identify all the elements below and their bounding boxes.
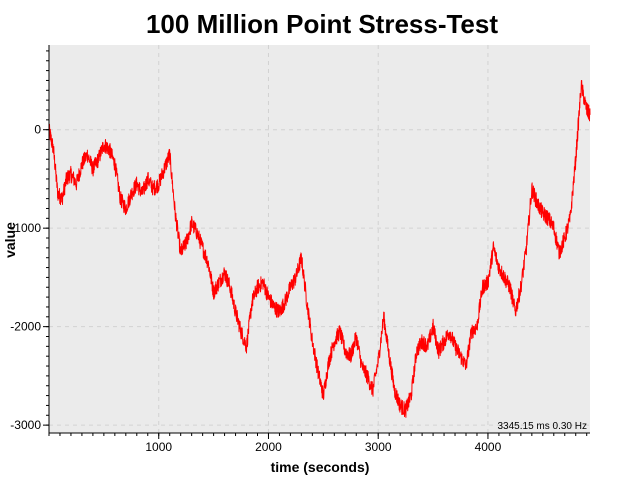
- chart-title: 100 Million Point Stress-Test: [146, 9, 498, 39]
- x-axis-label: time (seconds): [271, 459, 370, 475]
- x-tick-label: 2000: [255, 440, 282, 454]
- timing-annotation: 3345.15 ms 0.30 Hz: [498, 421, 588, 432]
- series-group: [48, 80, 591, 418]
- series-line: [48, 80, 591, 418]
- grid: [49, 45, 590, 433]
- plot-area: [49, 45, 590, 433]
- x-tick-label: 1000: [145, 440, 172, 454]
- y-tick-label: -1000: [10, 221, 41, 235]
- x-tick-label: 4000: [475, 440, 502, 454]
- y-tick-label: 0: [34, 123, 41, 137]
- major-ticks: [43, 129, 489, 439]
- x-tick-label: 3000: [365, 440, 392, 454]
- y-axis-label: value: [2, 222, 18, 258]
- y-tick-label: -2000: [10, 320, 41, 334]
- y-tick-label: -3000: [10, 418, 41, 432]
- tick-labels: 1000 2000 3000 4000 0 -1000 -2000 -3000: [10, 123, 501, 454]
